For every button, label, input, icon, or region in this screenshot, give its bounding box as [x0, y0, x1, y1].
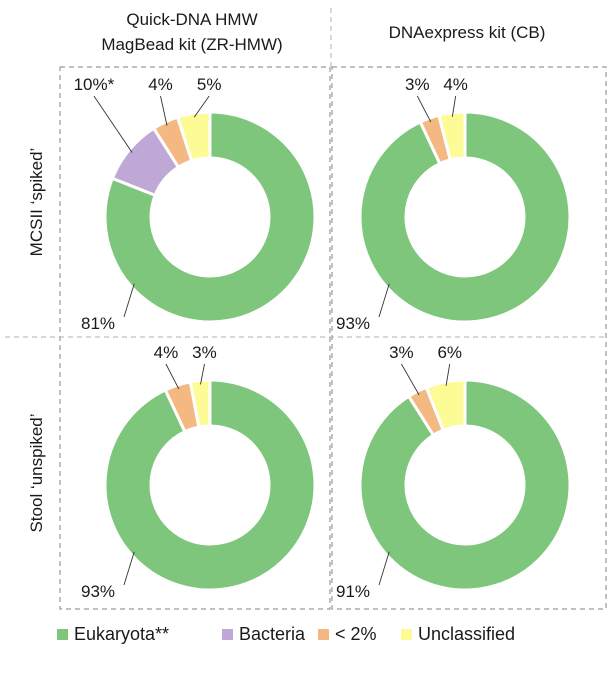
slice-eukaryota — [358, 378, 572, 592]
data-label-unclassified: 4% — [443, 75, 468, 94]
legend-label-2: < 2% — [335, 624, 377, 644]
slice-unclassified — [424, 378, 467, 432]
leader-line-eukaryota — [123, 283, 135, 318]
legend-item-bacteria: Bacteria — [222, 624, 306, 644]
leader-line-unclassified — [200, 363, 205, 385]
panel-box-right — [331, 66, 607, 610]
leader-line-unclassified — [445, 363, 451, 386]
leader-line-2 — [416, 95, 432, 123]
legend-swatch-eukaryota — [57, 629, 68, 640]
legend-item-eukaryota: Eukaryota** — [57, 624, 169, 644]
slice-eukaryota — [358, 110, 572, 324]
column-title-2-line-1: DNAexpress kit (CB) — [389, 23, 546, 42]
leader-line-2 — [400, 363, 420, 396]
slice-unclassified — [437, 110, 467, 162]
data-label-bacteria: 10%* — [74, 75, 115, 94]
column-title-1-line-2: MagBead kit (ZR-HMW) — [101, 35, 282, 54]
data-label-2: 3% — [405, 75, 430, 94]
data-label-unclassified: 3% — [192, 343, 217, 362]
data-label-2: 4% — [154, 343, 179, 362]
data-label-eukaryota: 93% — [81, 582, 115, 601]
leader-line-eukaryota — [378, 551, 390, 586]
data-label-eukaryota: 81% — [81, 314, 115, 333]
donut-r1c1: 10%* 4% 5% 81% — [74, 75, 317, 333]
data-label-eukaryota: 91% — [336, 582, 370, 601]
data-label-unclassified: 5% — [197, 75, 222, 94]
slice-unclassified — [176, 110, 212, 163]
data-label-unclassified: 6% — [437, 343, 462, 362]
leader-line-bacteria — [93, 95, 133, 153]
legend-label-bacteria: Bacteria — [239, 624, 306, 644]
leader-line-unclassified — [451, 95, 457, 117]
row-title-1: MCSII ‘spiked’ — [27, 148, 46, 257]
legend-item-unclassified: Unclassified — [401, 624, 515, 644]
leader-line-2 — [165, 363, 180, 390]
legend-swatch-bacteria — [222, 629, 233, 640]
row-title-2: Stool ‘unspiked’ — [27, 413, 46, 532]
slice-eukaryota — [103, 378, 317, 592]
leader-line-eukaryota — [378, 283, 390, 318]
slice-eukaryota — [103, 110, 317, 324]
column-title-1-line-1: Quick-DNA HMW — [126, 10, 257, 29]
legend-swatch-2 — [318, 629, 329, 640]
legend-swatch-unclassified — [401, 629, 412, 640]
leader-line-2 — [160, 95, 168, 126]
leader-line-eukaryota — [123, 551, 135, 586]
donut-r1c2: 3% 4% 93% — [336, 75, 572, 333]
leader-line-unclassified — [193, 95, 210, 118]
data-label-eukaryota: 93% — [336, 314, 370, 333]
panel-box-left — [59, 66, 331, 610]
donut-r2c2: 3% 6% 91% — [336, 343, 572, 601]
slice-unclassified — [188, 378, 212, 429]
legend-item-2: < 2% — [318, 624, 377, 644]
donut-r2c1: 4% 3% 93% — [81, 343, 317, 601]
data-label-2: 4% — [148, 75, 173, 94]
legend-label-eukaryota: Eukaryota** — [74, 624, 169, 644]
data-label-2: 3% — [389, 343, 414, 362]
legend-label-unclassified: Unclassified — [418, 624, 515, 644]
